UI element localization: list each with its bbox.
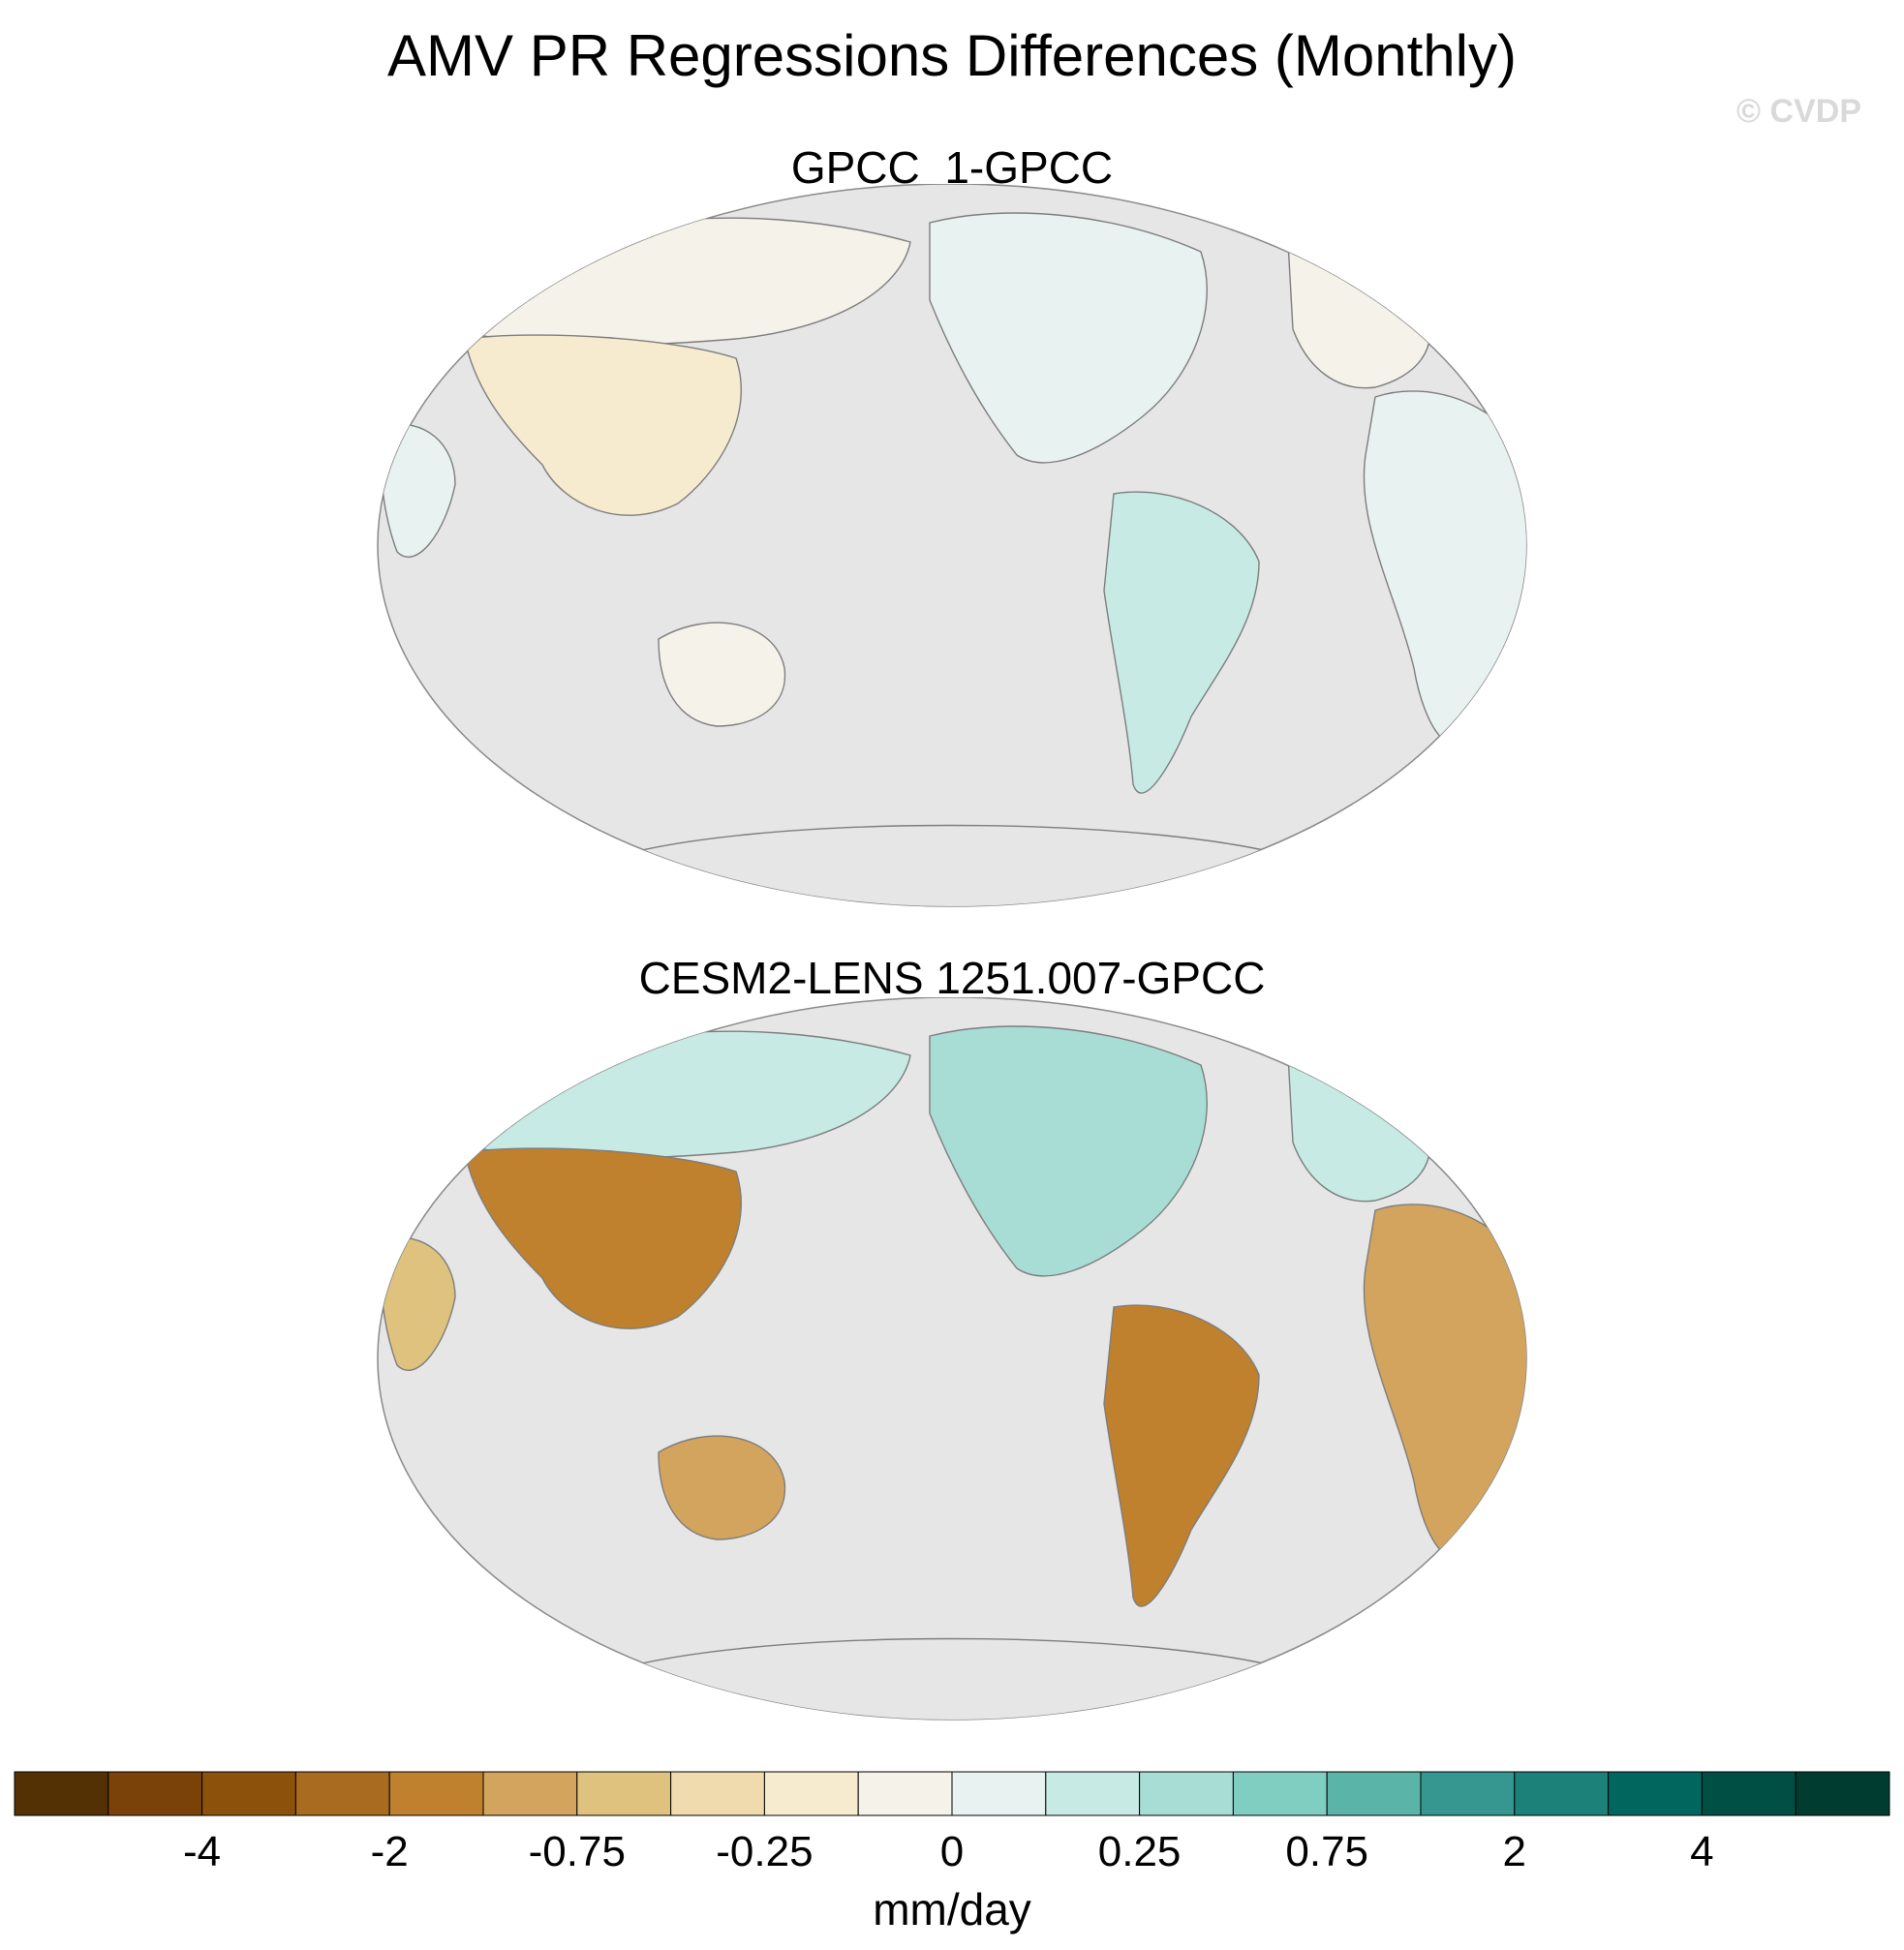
colorbar: -4 -2 -0.75 -0.25 0 0.25 0.75 2 4 mm/day [14, 1771, 1890, 1935]
colorbar-box [1045, 1771, 1141, 1816]
land-region-south-america [1103, 491, 1260, 794]
colorbar-box [1139, 1771, 1234, 1816]
colorbar-box [951, 1771, 1047, 1816]
colorbar-box [482, 1771, 578, 1816]
colorbar-box [388, 1771, 484, 1816]
colorbar-box [1232, 1771, 1328, 1816]
panel-1-map [377, 184, 1527, 907]
antarctica-outline [599, 824, 1308, 906]
colorbar-tick-labels: -4 -2 -0.75 -0.25 0 0.25 0.75 2 4 [183, 1828, 1714, 1875]
colorbar-box [1608, 1771, 1703, 1816]
cvdp-watermark: © CVDP [1736, 93, 1861, 130]
colorbar-box [1420, 1771, 1516, 1816]
antarctica-outline [599, 1637, 1308, 1720]
colorbar-tick-label: 2 [1503, 1828, 1526, 1875]
panel-2-map [377, 997, 1527, 1721]
colorbar-tick-label: -4 [183, 1828, 221, 1875]
colorbar-tick-label: 0 [940, 1828, 964, 1875]
colorbar-box [1701, 1771, 1797, 1816]
panel-2-title: CESM2-LENS 1251.007-GPCC [638, 953, 1266, 1003]
colorbar-tick-label: -0.25 [716, 1828, 813, 1875]
colorbar-box [201, 1771, 296, 1816]
land-region-north-america [929, 1025, 1208, 1277]
colorbar-box [294, 1771, 390, 1816]
land-region-australia [658, 1435, 786, 1540]
colorbar-tick-label: -2 [371, 1828, 409, 1875]
figure-title: AMV PR Regressions Differences (Monthly) [387, 23, 1517, 88]
colorbar-box [763, 1771, 859, 1816]
colorbar-tick-label: 4 [1690, 1828, 1713, 1875]
colorbar-tick-label: 0.75 [1285, 1828, 1368, 1875]
colorbar-box [107, 1771, 203, 1816]
colorbar-box [670, 1771, 765, 1816]
colorbar-box [1795, 1771, 1890, 1816]
colorbar-box [1326, 1771, 1422, 1816]
land-region-east-asia [464, 334, 742, 516]
colorbar-tick-label: 0.25 [1098, 1828, 1182, 1875]
land-region-east-asia [464, 1147, 742, 1329]
colorbar-unit-label: mm/day [873, 1884, 1031, 1935]
colorbar-tick-label: -0.75 [529, 1828, 626, 1875]
land-region-south-america [1103, 1304, 1260, 1607]
colorbar-boxes [14, 1771, 1890, 1816]
colorbar-box [857, 1771, 953, 1816]
colorbar-box [14, 1771, 109, 1816]
land-region-north-america [929, 212, 1208, 464]
land-region-australia [658, 622, 786, 727]
colorbar-box [1514, 1771, 1610, 1816]
colorbar-box [576, 1771, 672, 1816]
